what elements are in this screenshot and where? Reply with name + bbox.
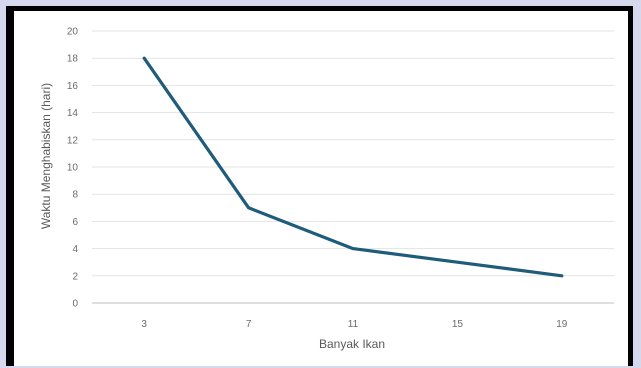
y-axis-ticks: 0 2 4 6 8 10 12 14 16 18 20	[67, 27, 79, 310]
y-tick-label: 16	[67, 81, 79, 92]
y-tick-label: 18	[67, 54, 79, 65]
y-tick-label: 14	[67, 108, 79, 119]
y-tick-label: 10	[67, 163, 79, 174]
y-axis-title: Waktu Menghabiskan (hari)	[39, 83, 53, 229]
y-tick-label: 4	[72, 244, 78, 255]
x-tick-label: 11	[348, 319, 359, 330]
chart-panel: 0 2 4 6 8 10 12 14 16 18 20 3 7 11 15 19 Banyak Ikan W…	[14, 11, 628, 366]
line-chart: 0 2 4 6 8 10 12 14 16 18 20 3 7 11 15 19 Banyak Ikan W…	[39, 27, 614, 351]
x-tick-label: 19	[556, 319, 568, 330]
y-tick-label: 20	[67, 27, 79, 38]
y-tick-label: 2	[72, 271, 78, 282]
x-tick-label: 3	[141, 319, 147, 330]
x-axis-ticks: 3 7 11 15 19	[141, 319, 567, 330]
y-tick-label: 6	[72, 217, 78, 228]
y-tick-label: 0	[72, 299, 78, 310]
x-axis-title: Banyak Ikan	[319, 337, 385, 351]
series-line-0	[142, 56, 564, 278]
series-group	[142, 56, 564, 278]
gridlines	[92, 30, 614, 304]
y-tick-label: 8	[72, 190, 78, 201]
x-tick-label: 15	[452, 319, 464, 330]
y-tick-label: 12	[67, 135, 79, 146]
x-tick-label: 7	[246, 319, 252, 330]
